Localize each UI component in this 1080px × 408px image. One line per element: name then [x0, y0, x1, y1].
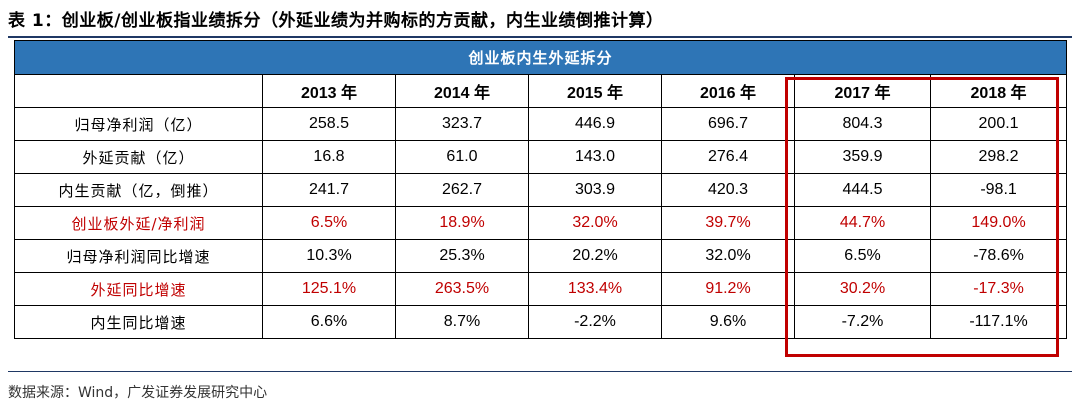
source-rule — [8, 371, 1072, 372]
table-cell: 133.4% — [528, 272, 662, 306]
table-cell: 61.0 — [395, 140, 529, 174]
table-row: 归母净利润同比增速 10.3% 25.3% 20.2% 32.0% 6.5% -… — [14, 239, 1068, 273]
table-cell: 10.3% — [262, 239, 396, 273]
table-cell: 241.7 — [262, 173, 396, 207]
table-cell: 359.9 — [794, 140, 931, 174]
table-cell: -117.1% — [929, 305, 1068, 339]
year-header: 2016 年 — [661, 74, 795, 108]
table-cell: 16.8 — [262, 140, 396, 174]
table-cell: 9.6% — [661, 305, 795, 339]
year-header: 2017 年 — [794, 74, 931, 108]
row-label: 外延同比增速 — [14, 272, 263, 306]
source-note: 数据来源：Wind，广发证券发展研究中心 — [8, 385, 268, 401]
table-cell: 6.5% — [262, 206, 396, 240]
table-cell: -98.1 — [929, 173, 1068, 207]
table-row-highlighted: 外延同比增速 125.1% 263.5% 133.4% 91.2% 30.2% … — [14, 272, 1068, 306]
table-cell: 39.7% — [661, 206, 795, 240]
row-label: 创业板外延/净利润 — [14, 206, 263, 240]
table-cell: 8.7% — [395, 305, 529, 339]
table-cell: 303.9 — [528, 173, 662, 207]
caption-rule — [8, 36, 1072, 38]
table-cell: 6.6% — [262, 305, 396, 339]
year-header: 2018 年 — [929, 74, 1068, 108]
table-cell: 258.5 — [262, 107, 396, 141]
table-cell: 25.3% — [395, 239, 529, 273]
table-cell: 32.0% — [528, 206, 662, 240]
table-cell: -7.2% — [794, 305, 931, 339]
table-cell: 32.0% — [661, 239, 795, 273]
table-cell: 143.0 — [528, 140, 662, 174]
table-cell: 200.1 — [929, 107, 1068, 141]
row-label: 内生贡献（亿，倒推） — [14, 173, 263, 207]
data-table: 创业板内生外延拆分 2013 年 2014 年 2015 年 2016 年 20… — [13, 40, 1068, 339]
table-cell: 323.7 — [395, 107, 529, 141]
table-cell: 149.0% — [929, 206, 1068, 240]
table-cell: -2.2% — [528, 305, 662, 339]
table-cell: -17.3% — [929, 272, 1068, 306]
table-cell: 446.9 — [528, 107, 662, 141]
table-row-highlighted: 创业板外延/净利润 6.5% 18.9% 32.0% 39.7% 44.7% 1… — [14, 206, 1068, 240]
table-caption: 表 1：创业板/创业板指业绩拆分（外延业绩为并购标的方贡献，内生业绩倒推计算） — [8, 11, 664, 31]
table-cell: 420.3 — [661, 173, 795, 207]
table-cell: 276.4 — [661, 140, 795, 174]
corner-cell — [14, 74, 263, 108]
row-label: 归母净利润同比增速 — [14, 239, 263, 273]
year-header: 2013 年 — [262, 74, 396, 108]
table-cell: 298.2 — [929, 140, 1068, 174]
table-cell: 125.1% — [262, 272, 396, 306]
row-label: 归母净利润（亿） — [14, 107, 263, 141]
table-row: 归母净利润（亿） 258.5 323.7 446.9 696.7 804.3 2… — [14, 107, 1068, 141]
row-label: 内生同比增速 — [14, 305, 263, 339]
year-header: 2014 年 — [395, 74, 529, 108]
year-header: 2015 年 — [528, 74, 662, 108]
table-cell: 444.5 — [794, 173, 931, 207]
table-cell: 263.5% — [395, 272, 529, 306]
header-row: 2013 年 2014 年 2015 年 2016 年 2017 年 2018 … — [14, 74, 1068, 108]
table-cell: 91.2% — [661, 272, 795, 306]
table-row: 内生同比增速 6.6% 8.7% -2.2% 9.6% -7.2% -117.1… — [14, 305, 1068, 339]
table-cell: 18.9% — [395, 206, 529, 240]
table-cell: 20.2% — [528, 239, 662, 273]
table-cell: 44.7% — [794, 206, 931, 240]
table-cell: 6.5% — [794, 239, 931, 273]
table-cell: 262.7 — [395, 173, 529, 207]
table-cell: -78.6% — [929, 239, 1068, 273]
table-cell: 804.3 — [794, 107, 931, 141]
table-cell: 30.2% — [794, 272, 931, 306]
table-cell: 696.7 — [661, 107, 795, 141]
table-banner: 创业板内生外延拆分 — [13, 40, 1068, 75]
table-row: 外延贡献（亿） 16.8 61.0 143.0 276.4 359.9 298.… — [14, 140, 1068, 174]
row-label: 外延贡献（亿） — [14, 140, 263, 174]
table-row: 内生贡献（亿，倒推） 241.7 262.7 303.9 420.3 444.5… — [14, 173, 1068, 207]
